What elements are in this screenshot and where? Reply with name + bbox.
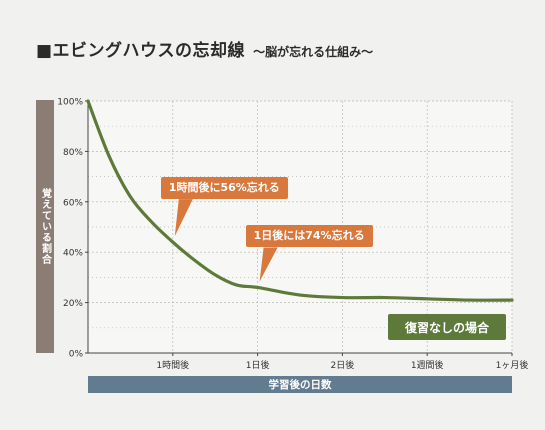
y-tick-label: 100% [57, 98, 83, 108]
chart-subtitle: ～脳が忘れる仕組み～ [253, 45, 374, 59]
y-tick-label: 60% [63, 198, 83, 208]
series-line [86, 99, 514, 302]
axis-layer: 0% 20% 40% 60% 80% 100% 1時間後 1日後 2日後 1週間後 1ヶ月後 [57, 98, 528, 372]
annotation-callout: 1時間後に56%忘れる [160, 177, 288, 200]
chart-title: ■エビングハウスの忘却線 [36, 41, 246, 61]
x-tick-label: 2日後 [331, 359, 355, 371]
x-tick-label: 1日後 [246, 359, 270, 371]
series-layer [86, 99, 514, 302]
y-axis-label: 覚えている割合 [36, 100, 54, 353]
annotation-callout: 1日後には74%忘れる [245, 225, 373, 248]
y-tick-label: 40% [63, 249, 83, 259]
legend-series-label: 復習なしの場合 [388, 314, 506, 340]
y-tick-label: 0% [69, 350, 84, 360]
y-tick-label: 20% [63, 299, 83, 309]
x-tick-label: 1週間後 [411, 359, 444, 371]
chart-title-group: ■エビングハウスの忘却線 ～脳が忘れる仕組み～ [36, 36, 373, 61]
annotation-pointer-layer [174, 199, 278, 282]
y-tick-label: 80% [63, 148, 83, 158]
x-tick-label: 1ヶ月後 [496, 359, 529, 371]
annotation-pointer [174, 199, 193, 237]
annotation-pointer [259, 247, 278, 282]
x-tick-label: 1時間後 [156, 359, 189, 371]
x-axis-label: 学習後の日数 [88, 376, 512, 393]
